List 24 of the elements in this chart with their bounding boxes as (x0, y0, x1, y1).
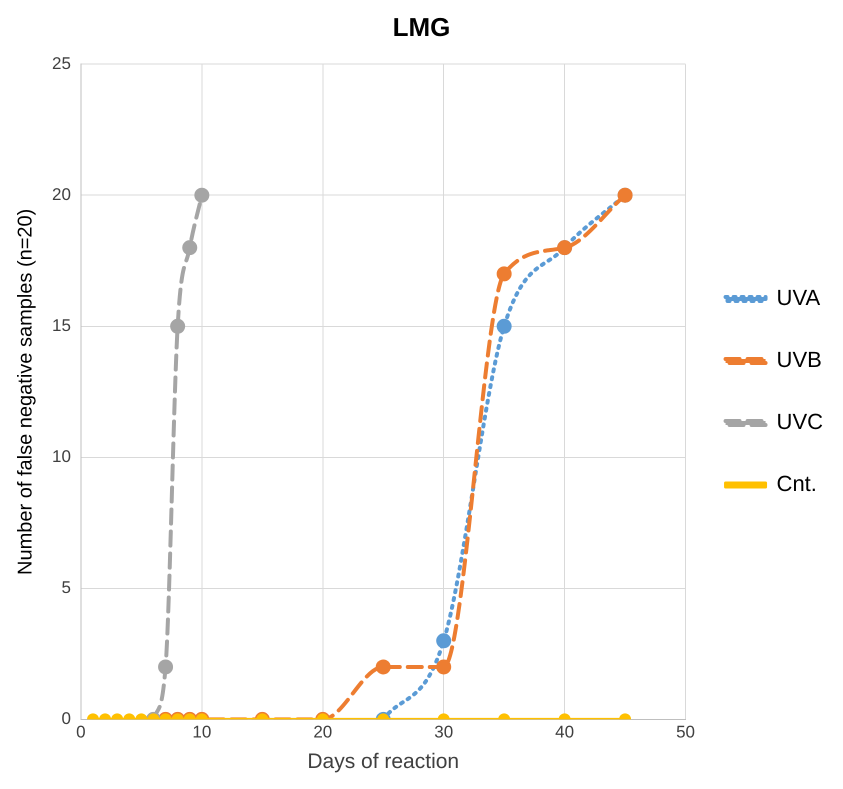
point (170, 318, 186, 334)
point (182, 240, 198, 256)
y-tick-label: 20 (52, 184, 71, 204)
y-tick-label: 10 (52, 447, 71, 466)
x-tick-label: 20 (313, 722, 332, 742)
point (194, 188, 210, 203)
x-tick-label: 40 (555, 722, 574, 742)
x-tick-label: 0 (76, 722, 86, 742)
y-tick-label: 15 (52, 316, 71, 335)
x-axis-title: Days of reaction (307, 750, 460, 774)
legend-label: UVC (776, 409, 824, 434)
y-tick-label: 0 (61, 709, 71, 728)
y-tick-label: 25 (52, 54, 71, 73)
x-tick-label: 50 (676, 722, 696, 742)
legend-label: UVA (776, 285, 820, 310)
y-axis-title: Number of false negative samples (n=20) (14, 208, 37, 575)
legend-label: UVB (776, 347, 822, 372)
y-tick-label: 5 (61, 578, 71, 598)
legend-label: Cnt. (776, 471, 817, 496)
x-tick-label: 10 (192, 722, 212, 742)
point (496, 266, 512, 282)
x-tick-label: 30 (434, 722, 454, 742)
point (496, 318, 512, 334)
chart-title: LMG (392, 12, 450, 42)
